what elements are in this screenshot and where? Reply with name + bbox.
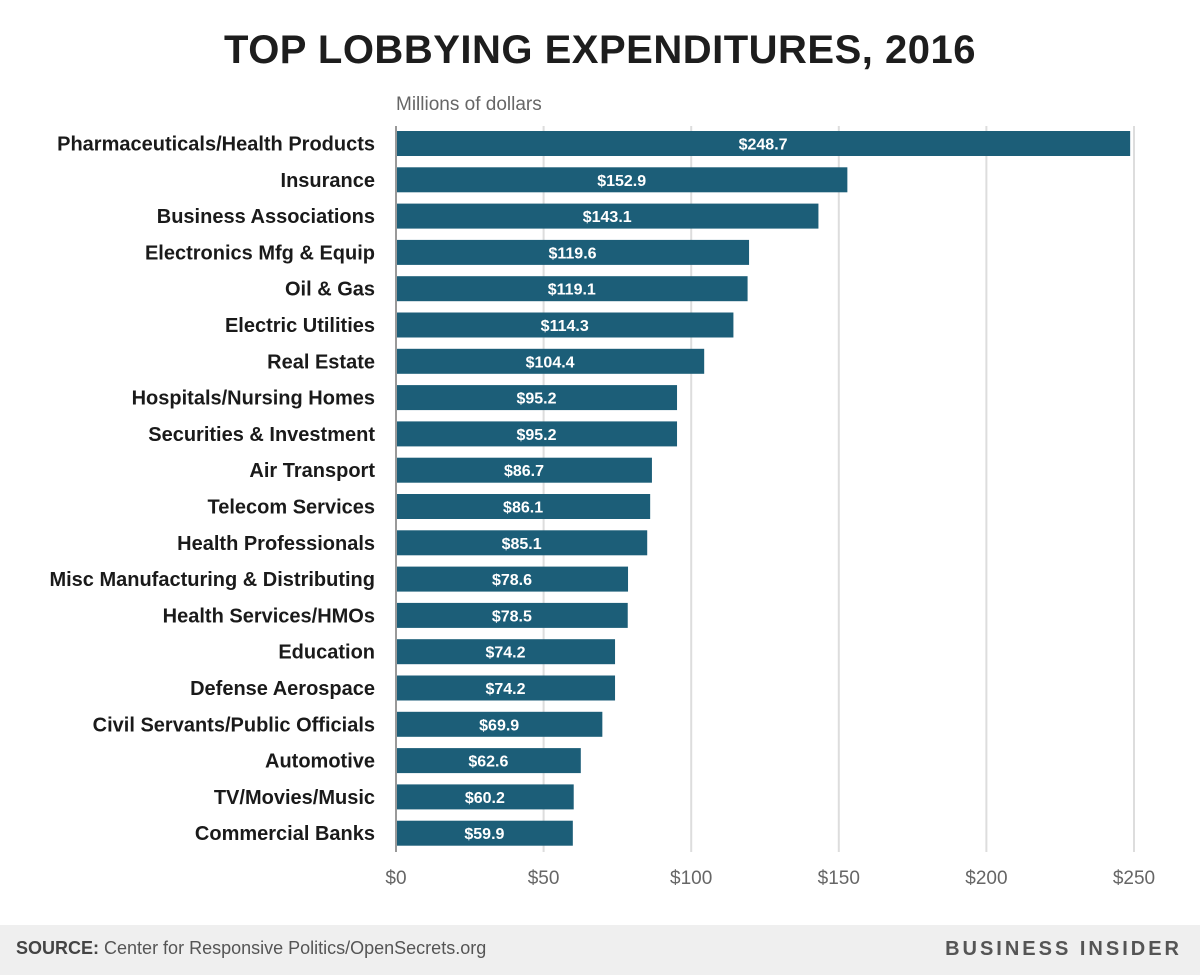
bar-value-label: $60.2 [465, 790, 505, 807]
x-tick-label: $250 [1113, 868, 1155, 889]
bars: $248.7 $152.9 $143.1 $119.6 $119.1 $114.3 $104… [396, 131, 1131, 846]
bar-value-label: $104.4 [526, 354, 575, 371]
bar [396, 711, 603, 737]
bar-value-label: $119.6 [548, 245, 596, 262]
bar [396, 385, 678, 411]
bar-value-label: $114.3 [541, 318, 589, 335]
bar-value-label: $62.6 [468, 754, 508, 771]
bar [396, 748, 581, 774]
bar [396, 675, 616, 701]
category-label: Civil Servants/Public Officials [93, 714, 375, 736]
footer: SOURCE: Center for Responsive Politics/O… [0, 925, 1200, 975]
bar-value-label: $59.9 [464, 826, 504, 843]
category-label: Electronics Mfg & Equip [145, 242, 375, 264]
bar [396, 494, 651, 519]
bar [396, 457, 652, 483]
bar [396, 530, 648, 556]
bar-value-label: $152.9 [597, 173, 646, 190]
source-label: SOURCE: [16, 938, 100, 958]
category-label: Telecom Services [207, 497, 375, 519]
chart-title: TOP LOBBYING EXPENDITURES, 2016 [223, 28, 976, 72]
category-label: TV/Movies/Music [214, 787, 375, 809]
bar-value-label: $69.9 [479, 717, 519, 734]
category-label: Electric Utilities [225, 315, 375, 337]
bar-value-label: $248.7 [739, 137, 788, 154]
category-label: Insurance [281, 170, 375, 192]
bar [396, 312, 734, 338]
category-label: Defense Aerospace [190, 678, 375, 700]
category-label: Real Estate [267, 351, 375, 373]
bar-value-label: $119.1 [548, 282, 596, 299]
bar [396, 820, 573, 846]
bar-chart: $248.7 $152.9 $143.1 $119.6 $119.1 $114.3 $104… [49, 126, 1155, 889]
x-tick-label: $100 [670, 868, 712, 889]
bar-value-label: $74.2 [485, 681, 525, 698]
bar [396, 784, 574, 810]
bar-value-label: $85.1 [502, 536, 542, 553]
category-label: Automotive [265, 751, 375, 773]
category-label: Misc Manufacturing & Distributing [49, 569, 375, 591]
x-tick-label: $150 [818, 868, 860, 889]
bar-value-label: $86.1 [503, 500, 543, 517]
category-labels: Pharmaceuticals/Health Products Insurance… [49, 134, 375, 846]
category-label: Health Services/HMOs [163, 605, 375, 627]
x-axis-ticks: $0 $50 $100 $150 $200 $250 [385, 868, 1155, 889]
bar-value-label: $95.2 [516, 427, 556, 444]
category-label: Hospitals/Nursing Homes [132, 388, 375, 410]
category-label: Securities & Investment [148, 424, 375, 446]
bar [396, 131, 1131, 156]
bar [396, 348, 705, 374]
bar-value-label: $78.6 [492, 572, 532, 589]
bar [396, 167, 848, 193]
x-tick-label: $50 [528, 868, 560, 889]
brand-logo-text: BUSINESS INSIDER [945, 938, 1182, 960]
x-tick-label: $0 [385, 868, 406, 889]
bar [396, 602, 628, 628]
category-label: Education [278, 642, 375, 664]
bar [396, 203, 819, 229]
category-label: Air Transport [249, 460, 375, 482]
bar [396, 639, 616, 665]
source-text: Center for Responsive Politics/OpenSecre… [104, 938, 487, 958]
chart-subtitle: Millions of dollars [396, 94, 542, 115]
category-label: Health Professionals [177, 533, 375, 555]
gridlines [542, 126, 1135, 852]
category-label: Commercial Banks [195, 823, 375, 845]
bar [396, 566, 629, 592]
bar [396, 239, 750, 265]
bar-value-label: $78.5 [492, 608, 532, 625]
bar [396, 276, 748, 302]
source-note: SOURCE: Center for Responsive Politics/O… [16, 938, 486, 959]
bar-value-label: $95.2 [516, 391, 556, 408]
category-label: Business Associations [157, 206, 375, 228]
bar [396, 421, 678, 447]
bar-value-label: $86.7 [504, 463, 544, 480]
category-label: Pharmaceuticals/Health Products [57, 134, 375, 156]
x-tick-label: $200 [965, 868, 1007, 889]
bar-value-label: $74.2 [485, 645, 525, 662]
category-label: Oil & Gas [285, 279, 375, 301]
bar-value-label: $143.1 [583, 209, 632, 226]
